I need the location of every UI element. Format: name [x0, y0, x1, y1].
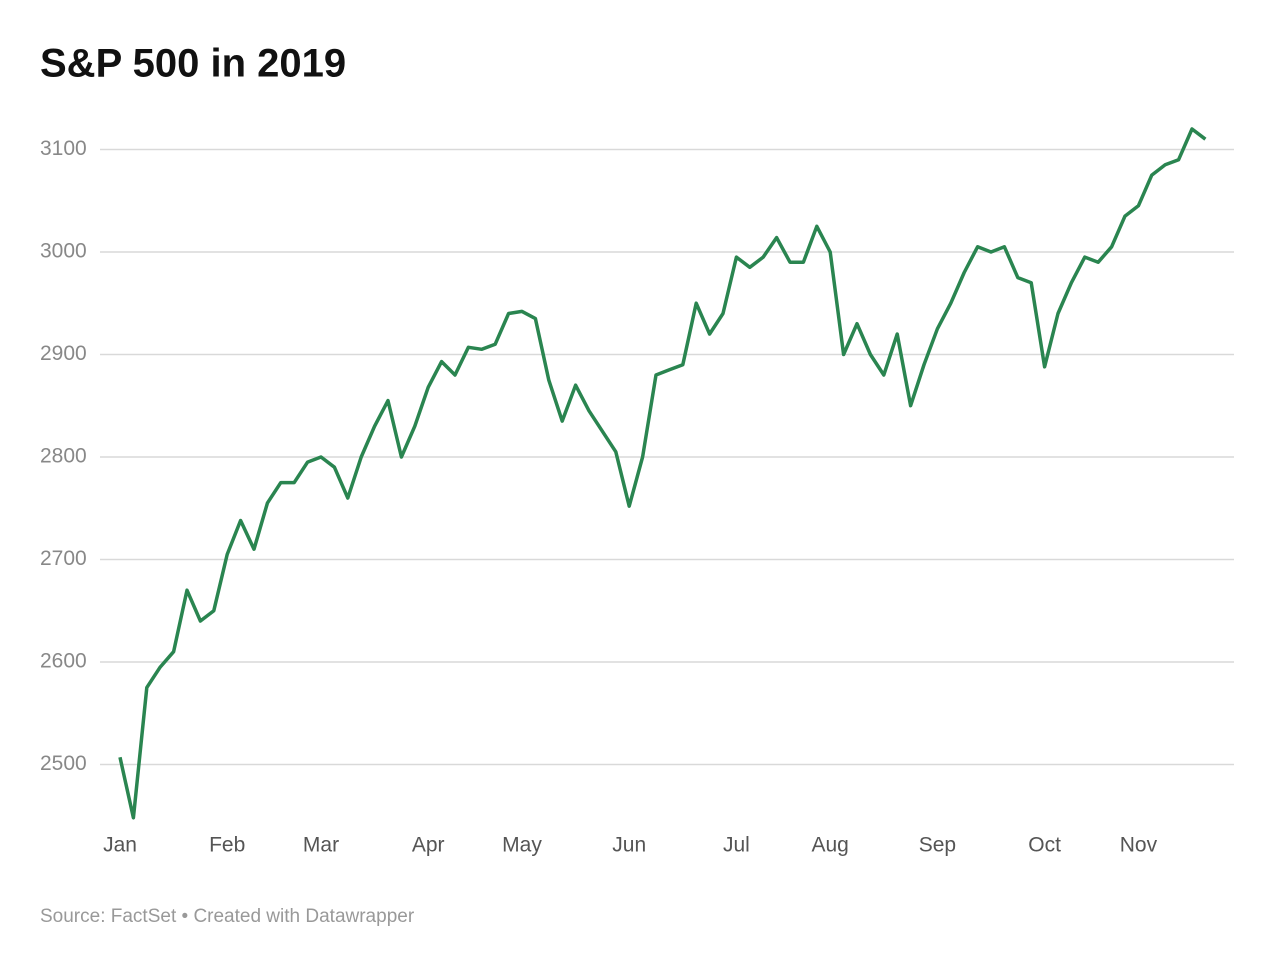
x-tick-label: Apr [412, 834, 445, 857]
x-tick-label: Mar [303, 834, 339, 857]
x-tick-label: Oct [1028, 834, 1061, 857]
source-note: Source: FactSet • Created with Datawrapp… [40, 906, 415, 927]
y-tick-label: 3100 [40, 137, 87, 160]
y-tick-label: 2700 [40, 547, 87, 570]
x-tick-label: Feb [209, 834, 245, 857]
x-tick-label: Sep [919, 834, 956, 857]
y-tick-label: 2900 [40, 342, 87, 365]
x-tick-label: May [502, 834, 542, 857]
y-tick-label: 2800 [40, 445, 87, 468]
y-tick-label: 2500 [40, 752, 87, 775]
y-tick-label: 3000 [40, 240, 87, 263]
x-tick-label: Jan [103, 834, 137, 857]
price-line [118, 127, 1207, 820]
y-tick-label: 2600 [40, 650, 87, 673]
x-tick-label: Nov [1120, 834, 1158, 857]
x-tick-label: Aug [812, 834, 849, 857]
x-tick-label: Jul [723, 834, 750, 857]
x-tick-label: Jun [612, 834, 646, 857]
chart-title: S&P 500 in 2019 [40, 42, 346, 86]
